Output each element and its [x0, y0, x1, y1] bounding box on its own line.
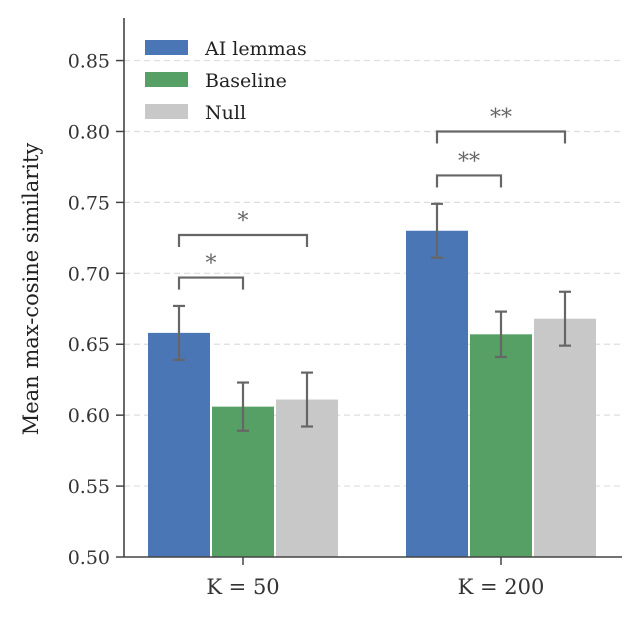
- y-tick-label: 0.50: [68, 547, 110, 569]
- bars: [148, 230, 596, 557]
- significance-label: *: [206, 252, 217, 277]
- legend-swatch: [145, 104, 188, 119]
- y-tick-label: 0.65: [68, 334, 110, 356]
- y-axis-title: Mean max-cosine similarity: [19, 143, 43, 436]
- error-bar: [301, 371, 313, 428]
- legend-item: AI lemmas: [145, 38, 307, 60]
- error-bars: [173, 202, 571, 432]
- error-bar: [431, 202, 443, 259]
- bar: [534, 318, 596, 557]
- y-tick-label: 0.80: [68, 121, 110, 143]
- error-bar: [173, 304, 185, 361]
- significance-bracket: *: [177, 209, 309, 248]
- legend-label: Null: [205, 102, 246, 124]
- legend: AI lemmas Baseline Null: [145, 38, 307, 124]
- x-tick-label: K = 50: [206, 575, 279, 599]
- bar: [406, 230, 468, 557]
- significance-brackets: ******: [177, 105, 567, 290]
- bar: [470, 334, 532, 557]
- significance-bracket: *: [177, 252, 245, 290]
- legend-label: Baseline: [205, 70, 287, 92]
- y-ticks: 0.50 0.55 0.60 0.65 0.70 0.75 0.80 0.85: [68, 51, 124, 569]
- error-bar: [237, 381, 249, 432]
- axes: [123, 18, 622, 558]
- y-tick-label: 0.70: [68, 263, 110, 285]
- legend-item: Baseline: [145, 70, 287, 92]
- significance-label: *: [238, 209, 249, 234]
- legend-swatch: [145, 40, 188, 55]
- x-ticks: K = 50 K = 200: [206, 557, 544, 599]
- legend-swatch: [145, 72, 188, 87]
- y-tick-label: 0.60: [68, 405, 110, 427]
- legend-item: Null: [145, 102, 246, 124]
- x-tick-label: K = 200: [458, 575, 545, 599]
- legend-label: AI lemmas: [204, 38, 307, 60]
- y-tick-label: 0.85: [68, 51, 110, 73]
- error-bar: [495, 310, 507, 359]
- significance-bracket: **: [435, 105, 567, 144]
- y-tick-label: 0.55: [68, 476, 110, 498]
- significance-label: **: [490, 105, 512, 130]
- y-tick-label: 0.75: [68, 192, 110, 214]
- error-bar: [559, 290, 571, 347]
- significance-label: **: [458, 149, 480, 174]
- bar: [148, 332, 210, 557]
- significance-bracket: **: [435, 149, 503, 188]
